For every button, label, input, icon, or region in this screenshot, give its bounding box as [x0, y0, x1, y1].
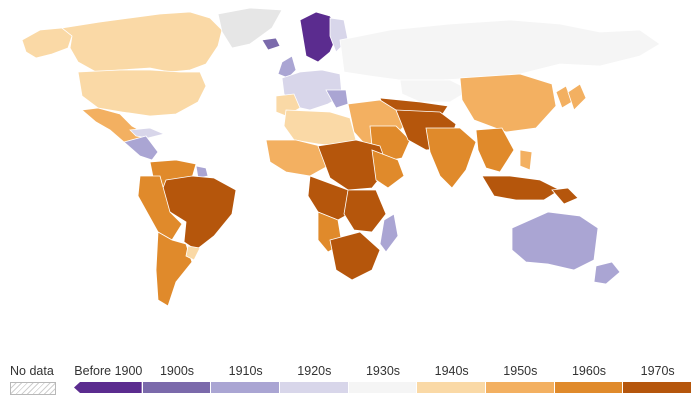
region-japan[interactable]	[567, 83, 587, 111]
region-greenland[interactable]	[217, 7, 283, 49]
legend-label: 1900s	[159, 364, 195, 378]
region-uk-ireland[interactable]	[277, 55, 297, 79]
legend-swatch-1940s[interactable]	[417, 382, 485, 393]
region-southern-africa[interactable]	[329, 231, 381, 281]
region-new-zealand[interactable]	[593, 261, 621, 285]
legend-swatch-1910s[interactable]	[211, 382, 279, 393]
region-argentina-chile[interactable]	[155, 231, 193, 307]
legend-swatch-1900s[interactable]	[142, 382, 211, 393]
legend-label: 1950s	[503, 364, 538, 378]
legend-swatch-1970s[interactable]	[623, 382, 691, 393]
region-indonesia[interactable]	[481, 175, 561, 201]
region-uruguay[interactable]	[185, 245, 201, 261]
region-horn-africa[interactable]	[371, 149, 405, 189]
legend-label: 1970s	[640, 364, 675, 378]
legend-swatch-1920s[interactable]	[280, 382, 348, 393]
map-regions	[21, 7, 661, 307]
region-alaska[interactable]	[21, 27, 73, 59]
region-east-africa[interactable]	[343, 189, 387, 233]
region-cuba[interactable]	[129, 127, 166, 139]
region-kazakhstan[interactable]	[399, 79, 471, 103]
region-iceland[interactable]	[261, 37, 281, 51]
region-guianas[interactable]	[195, 165, 209, 179]
region-philippines[interactable]	[519, 149, 533, 171]
no-data-label: No data	[10, 364, 54, 378]
legend-swatch-1950s[interactable]	[486, 382, 554, 393]
region-new-guinea[interactable]	[551, 187, 579, 205]
legend-label: 1960s	[571, 364, 607, 378]
no-data-swatch[interactable]	[10, 382, 56, 395]
legend-label: 1920s	[297, 364, 332, 378]
legend: No data Before 1900 1900s 1910s 1920s 1930s 1…	[0, 360, 700, 401]
region-india[interactable]	[425, 127, 477, 189]
legend-label: 1930s	[365, 364, 401, 378]
world-map	[21, 7, 661, 307]
legend-swatch-1930s[interactable]	[348, 382, 417, 393]
legend-swatch-before-1900[interactable]	[74, 382, 142, 393]
legend-label: Before 1900	[74, 364, 143, 378]
region-russia[interactable]	[339, 19, 661, 81]
legend-swatch-1960s[interactable]	[554, 382, 623, 393]
legend-label: 1910s	[228, 364, 263, 378]
region-madagascar[interactable]	[379, 213, 399, 253]
region-canada[interactable]	[61, 11, 223, 73]
region-australia[interactable]	[511, 211, 599, 271]
region-central-america[interactable]	[123, 135, 159, 161]
legend-label: 1940s	[434, 364, 469, 378]
region-china-mongolia[interactable]	[459, 73, 557, 133]
region-southeast-asia[interactable]	[475, 127, 515, 173]
region-west-africa[interactable]	[265, 139, 329, 177]
